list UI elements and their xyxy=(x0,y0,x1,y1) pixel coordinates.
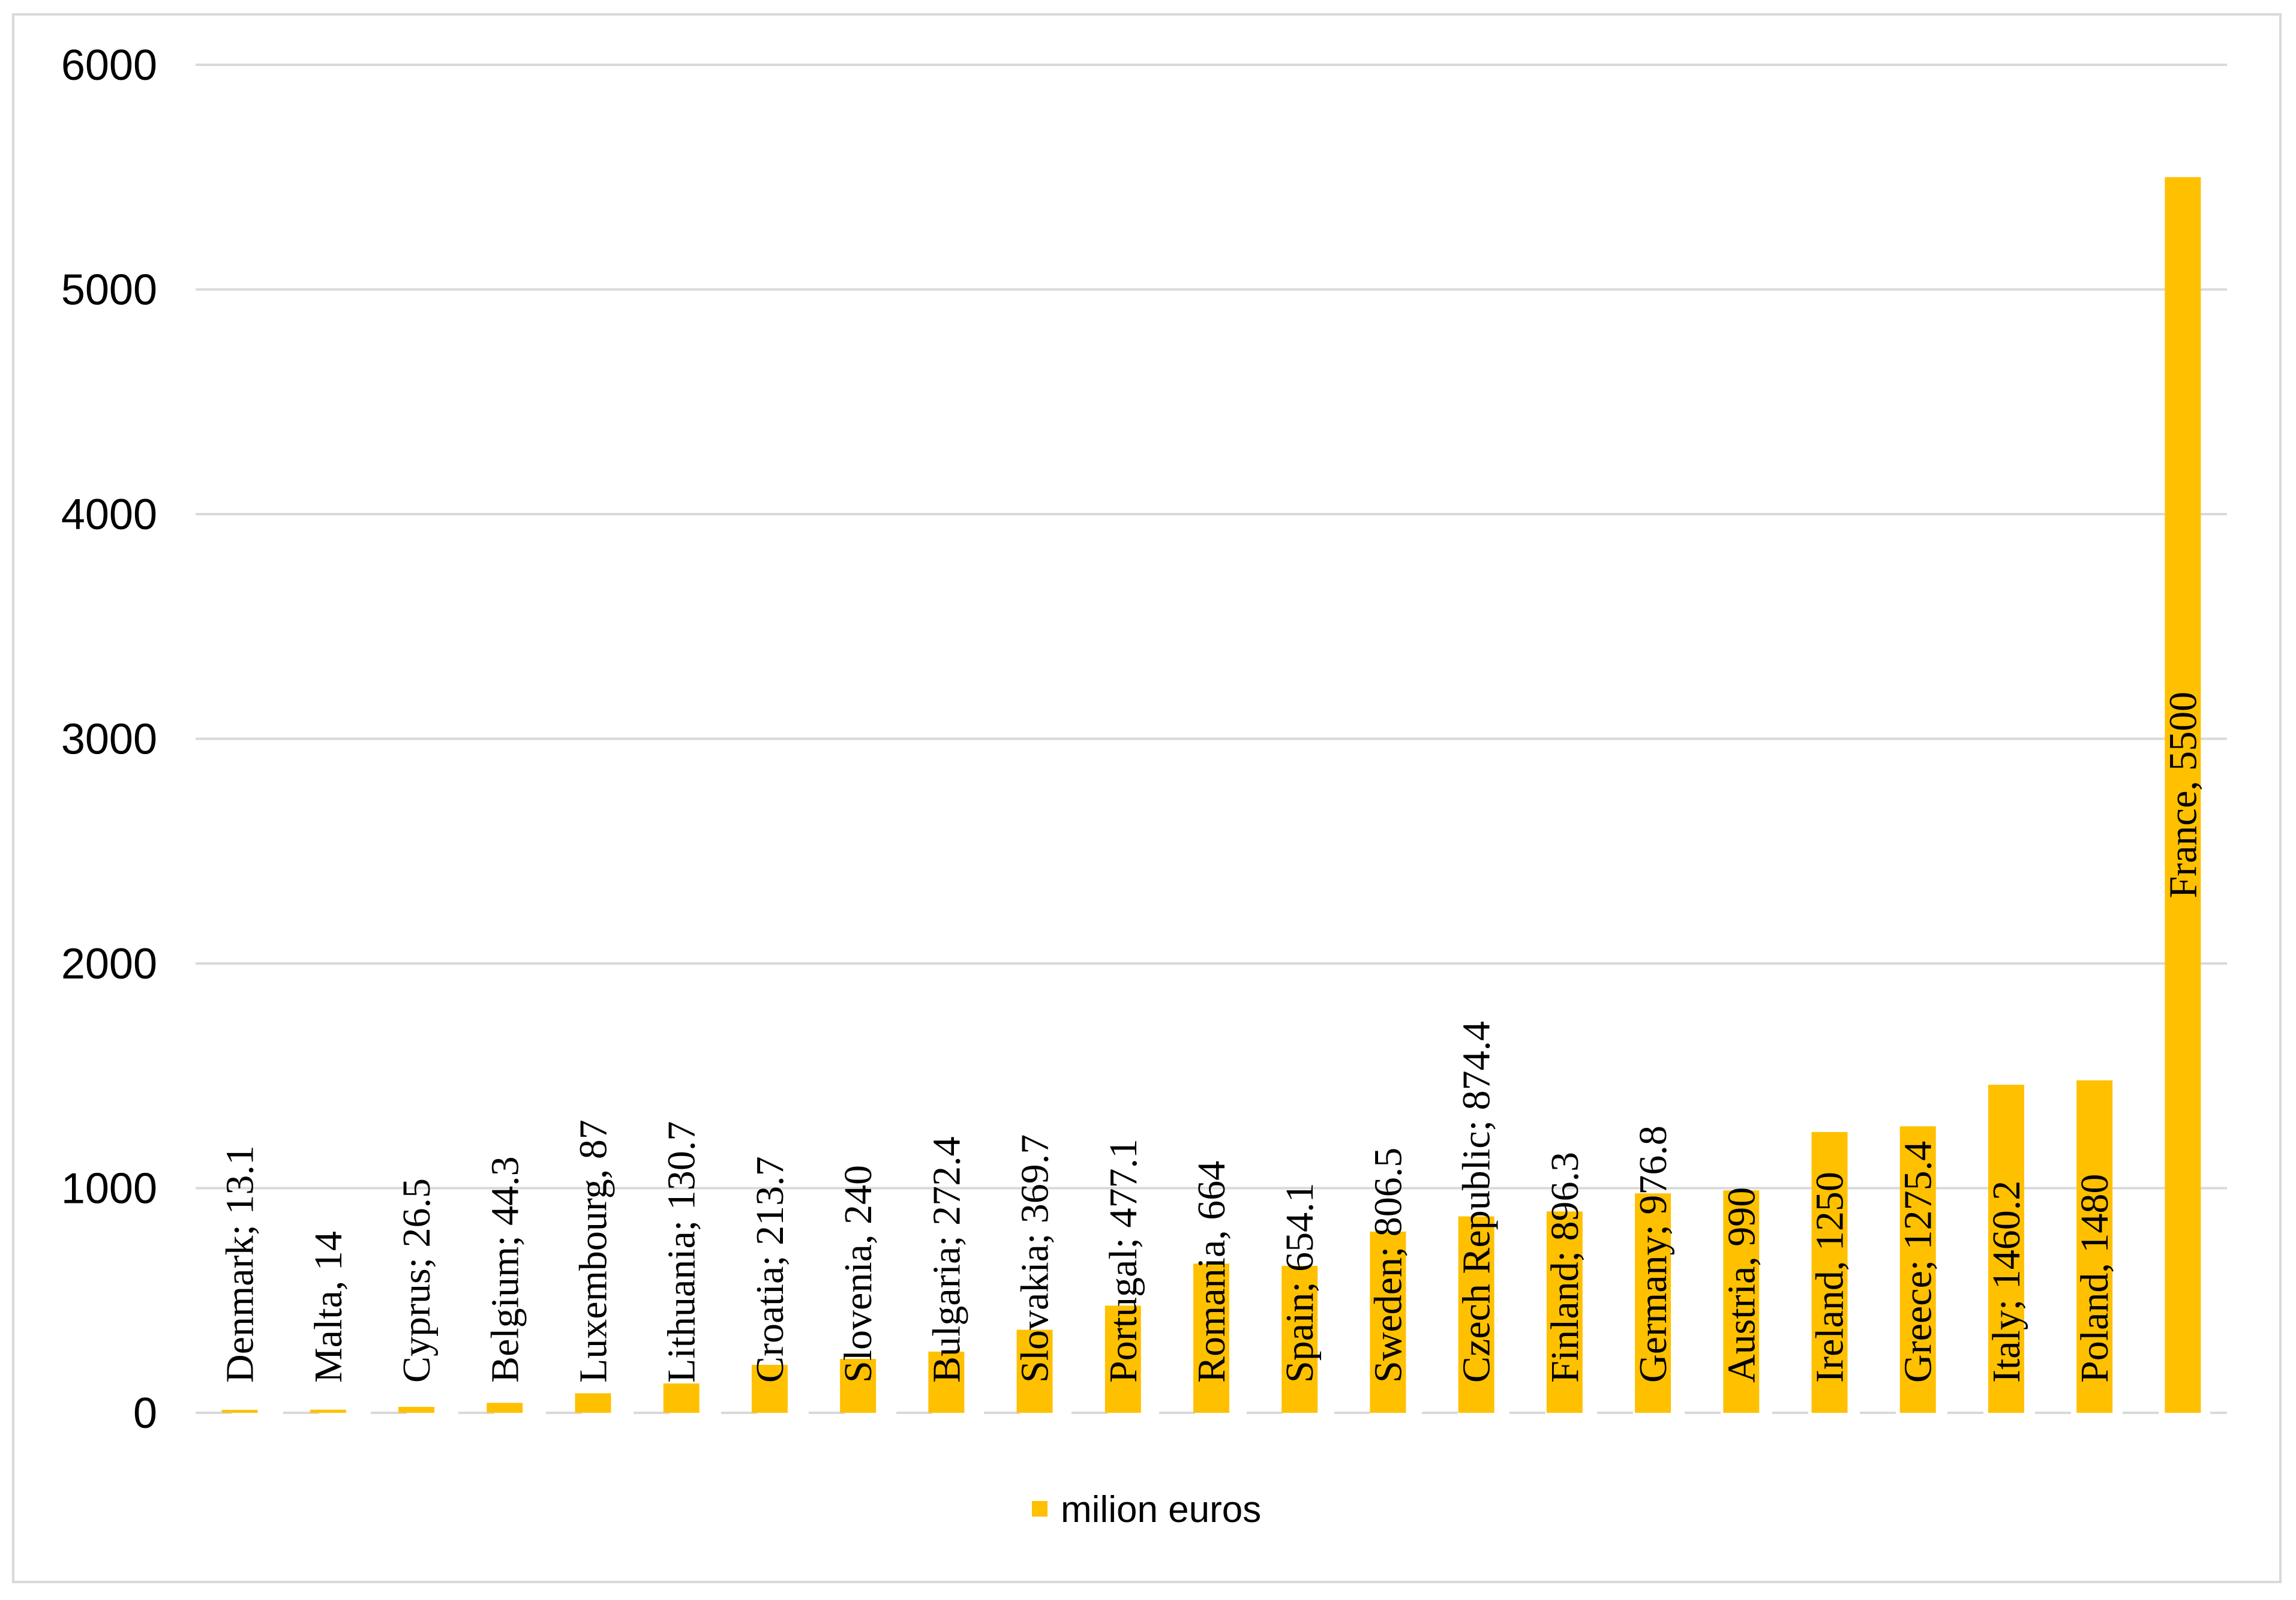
data-label: Belgium; 44.3 xyxy=(483,1156,527,1383)
bar-malta xyxy=(310,1409,346,1413)
bar-bulgaria xyxy=(928,1351,965,1413)
data-label: Spain; 654.1 xyxy=(1278,1182,1322,1383)
bar-cyprus xyxy=(398,1407,435,1413)
bar-luxembourg xyxy=(575,1393,611,1413)
bar-finland xyxy=(1546,1211,1583,1413)
legend: milion euros xyxy=(1032,1489,1261,1530)
data-label: Malta, 14 xyxy=(307,1231,350,1383)
y-tick-label: 1000 xyxy=(61,1165,157,1213)
data-label: Bulgaria; 272.4 xyxy=(925,1136,968,1383)
data-label: Italy; 1460.2 xyxy=(1985,1181,2028,1383)
data-label: Slovakia; 369.7 xyxy=(1013,1134,1057,1383)
bar-greece xyxy=(1899,1126,1936,1413)
gridlines xyxy=(196,64,2227,1414)
data-label: Portugal; 477.1 xyxy=(1102,1139,1145,1383)
data-label: Austria, 990 xyxy=(1719,1187,1763,1383)
data-label: Denmark; 13.1 xyxy=(218,1145,262,1383)
bar-czech-republic xyxy=(1458,1216,1494,1413)
bar-france xyxy=(2165,177,2201,1413)
bar-sweden xyxy=(1370,1231,1406,1413)
bar-ireland xyxy=(1811,1131,1848,1413)
data-label: Finland; 896.3 xyxy=(1543,1152,1587,1383)
bar-spain xyxy=(1281,1266,1318,1413)
y-tick-label: 4000 xyxy=(61,491,157,539)
data-label: Romania, 664 xyxy=(1190,1161,1233,1383)
legend-label: milion euros xyxy=(1061,1489,1261,1530)
data-label: Croatia; 213.7 xyxy=(748,1156,792,1383)
data-labels: Denmark; 13.1 Malta, 14 Cyprus; 26.5 Belgiu… xyxy=(218,692,2205,1383)
y-tick-label: 5000 xyxy=(61,266,157,314)
data-label: Ireland, 1250 xyxy=(1808,1172,1852,1383)
y-tick-label: 0 xyxy=(133,1389,157,1437)
data-label: Cyprus; 26.5 xyxy=(395,1178,439,1383)
y-tick-label: 3000 xyxy=(61,716,157,764)
bar-romania xyxy=(1193,1263,1229,1413)
data-label: Greece; 1275.4 xyxy=(1896,1141,1940,1383)
y-tick-label: 2000 xyxy=(61,940,157,988)
data-label: Czech Republic; 874.4 xyxy=(1455,1021,1499,1383)
bar-portugal xyxy=(1105,1305,1141,1413)
bar-slovenia xyxy=(840,1359,877,1413)
y-axis-tick-labels: 0 1000 2000 3000 4000 5000 6000 xyxy=(61,41,157,1437)
bar-italy xyxy=(1988,1085,2024,1413)
data-label: Germany; 976.8 xyxy=(1631,1125,1675,1383)
bar-lithuania xyxy=(663,1383,700,1413)
data-label: France, 5500 xyxy=(2161,692,2205,899)
bar-poland xyxy=(2076,1080,2113,1413)
bar-belgium xyxy=(487,1403,523,1413)
legend-swatch xyxy=(1032,1501,1048,1517)
bar-croatia xyxy=(751,1364,788,1413)
data-label: Poland, 1480 xyxy=(2073,1174,2117,1383)
data-label: Luxembourg, 87 xyxy=(571,1119,615,1383)
bar-slovakia xyxy=(1016,1329,1053,1413)
bar-austria xyxy=(1723,1190,1760,1413)
bars xyxy=(221,177,2201,1413)
bar-germany xyxy=(1635,1193,1671,1413)
data-label: Slovenia, 240 xyxy=(836,1165,880,1383)
data-label: Sweden; 806.5 xyxy=(1366,1148,1410,1383)
bar-denmark xyxy=(221,1410,258,1413)
y-tick-label: 6000 xyxy=(61,41,157,89)
data-label: Lithuania; 130.7 xyxy=(660,1121,704,1383)
